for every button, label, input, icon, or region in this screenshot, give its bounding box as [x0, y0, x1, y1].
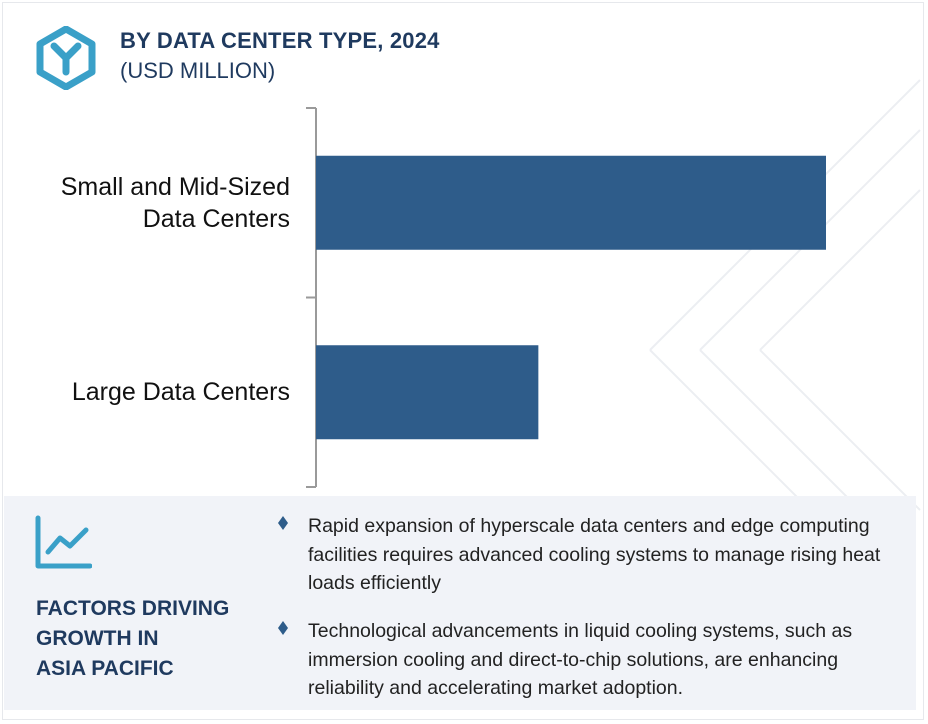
- bar-chart: [306, 107, 826, 488]
- factor-bullet-text: Technological advancements in liquid coo…: [308, 620, 853, 699]
- factors-title-line: ASIA PACIFIC: [36, 657, 174, 680]
- y-hexagon-logo-icon: [36, 26, 96, 90]
- diamond-bullet-icon: [278, 516, 288, 530]
- diamond-bullet-icon: [278, 621, 288, 635]
- factors-title: FACTORS DRIVING GROWTH IN ASIA PACIFIC: [36, 594, 256, 684]
- bar: [316, 155, 826, 250]
- category-label-line: Data Centers: [142, 204, 290, 233]
- factor-bullet-text: Rapid expansion of hyperscale data cente…: [308, 515, 881, 594]
- bar: [316, 345, 539, 440]
- category-label-line: Large Data Centers: [71, 378, 290, 407]
- chart-subtitle: (USD MILLION): [120, 58, 276, 83]
- category-label: Large Data Centers: [0, 376, 290, 408]
- factors-title-line: GROWTH IN: [36, 627, 159, 650]
- chart-title: BY DATA CENTER TYPE, 2024: [120, 28, 440, 53]
- factors-title-line: FACTORS DRIVING: [36, 597, 230, 620]
- category-label: Small and Mid-Sized Data Centers: [0, 171, 290, 235]
- category-label-line: Small and Mid-Sized: [60, 172, 290, 201]
- factors-panel: [4, 496, 916, 710]
- trend-line-icon: [35, 515, 92, 569]
